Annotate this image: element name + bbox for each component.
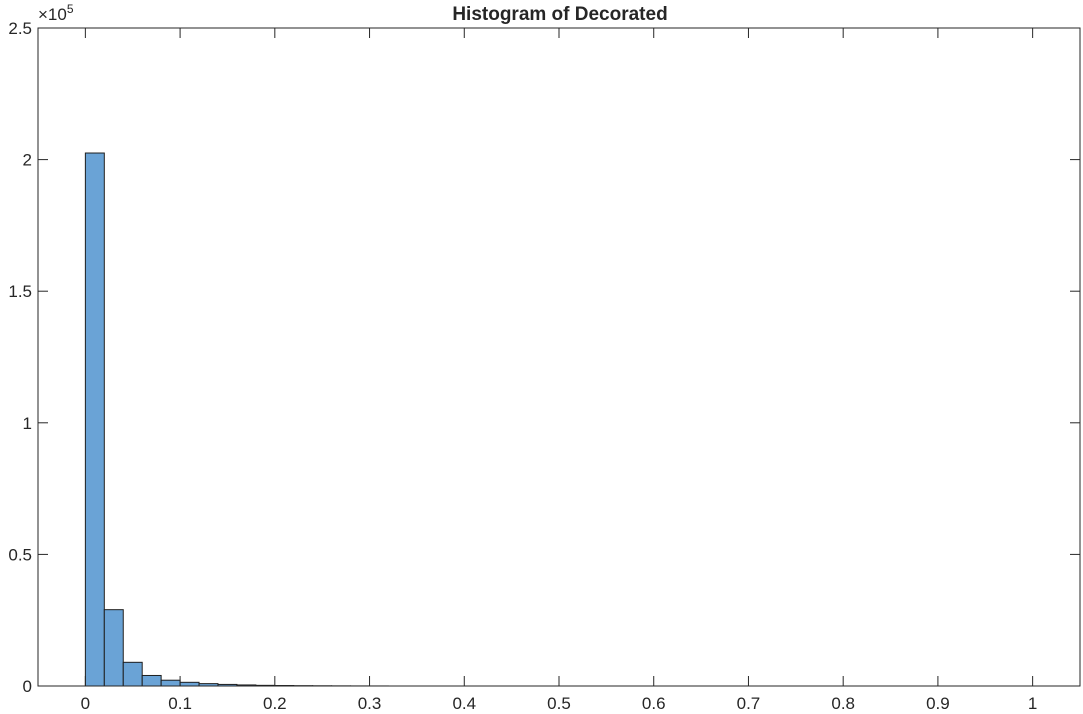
axes-box <box>37 27 1081 687</box>
x-tick-label: 0.9 <box>926 694 950 713</box>
axes-group <box>37 27 1081 687</box>
x-ticks-group: 0 0.1 0.2 0.3 0.4 0.5 0.6 0.7 0.8 0.9 1 <box>81 28 1037 713</box>
chart-title: Histogram of Decorated <box>452 4 667 25</box>
x-tick-label: 0 <box>81 694 90 713</box>
histogram-bar <box>141 674 162 687</box>
x-tick-label: 0.4 <box>452 694 476 713</box>
y-ticks-group: 0 0.5 1 1.5 2 2.5 <box>8 19 1080 696</box>
y-tick-label: 2.5 <box>8 19 32 38</box>
histogram-bar <box>84 152 105 687</box>
histogram-bar <box>103 609 124 687</box>
y-tick-label: 2 <box>23 151 32 170</box>
histogram-bar <box>179 681 200 687</box>
histogram-bar <box>160 679 181 687</box>
x-tick-label: 0.1 <box>168 694 192 713</box>
y-tick-label: 0.5 <box>8 545 32 564</box>
x-tick-label: 0.3 <box>358 694 382 713</box>
bars-group <box>84 152 389 687</box>
y-exponent-power: 5 <box>67 2 74 16</box>
x-tick-label: 1 <box>1028 694 1037 713</box>
y-exponent-label: ×105 <box>38 2 74 24</box>
y-tick-label: 1.5 <box>8 282 32 301</box>
x-tick-label: 0.5 <box>547 694 571 713</box>
x-tick-label: 0.6 <box>642 694 666 713</box>
x-tick-label: 0.2 <box>263 694 287 713</box>
y-exponent-base: ×10 <box>38 5 67 24</box>
histogram-bar <box>122 661 143 687</box>
y-tick-label: 0 <box>23 677 32 696</box>
x-tick-label: 0.8 <box>831 694 855 713</box>
x-tick-label: 0.7 <box>737 694 761 713</box>
y-tick-label: 1 <box>23 414 32 433</box>
